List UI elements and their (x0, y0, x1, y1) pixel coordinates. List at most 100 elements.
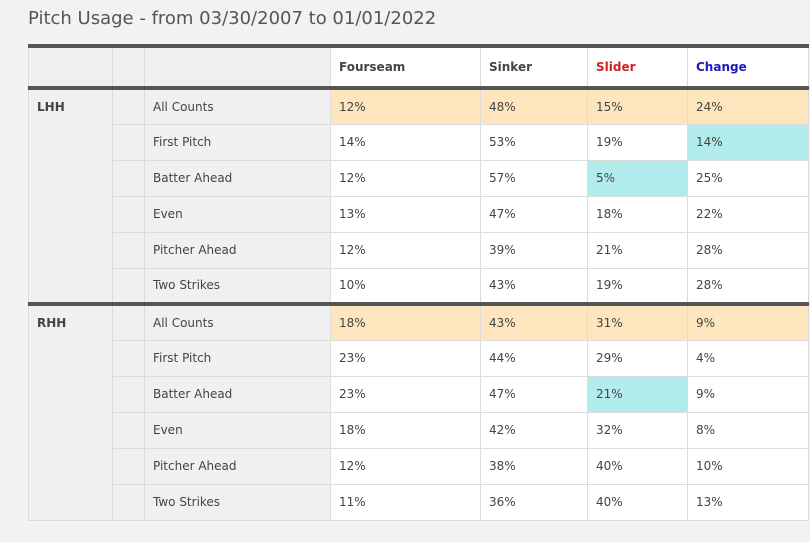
usage-cell-fourseam: 23% (330, 375, 481, 413)
spacer-cell (112, 123, 145, 161)
usage-cell-change: 28% (687, 231, 809, 269)
header-row: Fourseam Sinker Slider Change (28, 45, 809, 89)
spacer-cell (112, 87, 145, 125)
usage-cell-slider: 31% (587, 303, 688, 341)
count-label: Batter Ahead (144, 159, 331, 197)
count-label: All Counts (144, 303, 331, 341)
batter-hand-label: LHH (28, 87, 113, 305)
table-row: Pitcher Ahead 12% 39% 21% 28% (29, 231, 809, 269)
table-row: First Pitch 23% 44% 29% 4% (29, 339, 809, 377)
pitch-usage-table-container: Fourseam Sinker Slider Change LHH All Cou… (28, 44, 810, 521)
usage-cell-sinker: 36% (480, 483, 588, 521)
usage-cell-slider: 40% (587, 447, 688, 485)
usage-cell-sinker: 43% (480, 303, 588, 341)
usage-cell-fourseam: 18% (330, 303, 481, 341)
spacer-cell (112, 339, 145, 377)
usage-cell-change: 13% (687, 483, 809, 521)
usage-cell-slider: 21% (587, 231, 688, 269)
header-blank-cell (144, 45, 331, 89)
header-blank-cell (112, 45, 145, 89)
usage-cell-change: 24% (687, 87, 809, 125)
usage-cell-slider: 5% (587, 159, 688, 197)
usage-cell-fourseam: 14% (330, 123, 481, 161)
table-row: Two Strikes 10% 43% 19% 28% (29, 267, 809, 305)
spacer-cell (112, 447, 145, 485)
count-label: First Pitch (144, 123, 331, 161)
group-lhh: LHH All Counts 12% 48% 15% 24% First Pitch 14% 5… (28, 87, 809, 305)
usage-cell-fourseam: 11% (330, 483, 481, 521)
usage-cell-slider: 29% (587, 339, 688, 377)
usage-cell-slider: 15% (587, 87, 688, 125)
spacer-cell (112, 159, 145, 197)
page-title: Pitch Usage - from 03/30/2007 to 01/01/2… (28, 8, 437, 29)
count-label: Two Strikes (144, 267, 331, 305)
table-header: Fourseam Sinker Slider Change (28, 45, 809, 89)
usage-cell-fourseam: 12% (330, 231, 481, 269)
usage-cell-slider: 19% (587, 267, 688, 305)
count-label: All Counts (144, 87, 331, 125)
usage-cell-change: 4% (687, 339, 809, 377)
table-row: Batter Ahead 12% 57% 5% 25% (29, 159, 809, 197)
usage-cell-fourseam: 12% (330, 447, 481, 485)
count-label: Pitcher Ahead (144, 447, 331, 485)
table-row: RHH All Counts 18% 43% 31% 9% (28, 303, 809, 521)
usage-cell-change: 10% (687, 447, 809, 485)
table-row: Batter Ahead 23% 47% 21% 9% (29, 375, 809, 413)
count-label: Pitcher Ahead (144, 231, 331, 269)
usage-cell-sinker: 48% (480, 87, 588, 125)
usage-cell-sinker: 42% (480, 411, 588, 449)
table-row: First Pitch 14% 53% 19% 14% (29, 123, 809, 161)
spacer-cell (112, 195, 145, 233)
usage-cell-fourseam: 18% (330, 411, 481, 449)
usage-cell-change: 14% (687, 123, 809, 161)
usage-cell-fourseam: 10% (330, 267, 481, 305)
usage-cell-sinker: 38% (480, 447, 588, 485)
table-row: Pitcher Ahead 12% 38% 40% 10% (29, 447, 809, 485)
count-label: Batter Ahead (144, 375, 331, 413)
pitch-usage-table: Fourseam Sinker Slider Change LHH All Cou… (28, 44, 809, 521)
usage-cell-slider: 40% (587, 483, 688, 521)
spacer-cell (112, 483, 145, 521)
count-label: Even (144, 411, 331, 449)
group-rhh: RHH All Counts 18% 43% 31% 9% First Pitch 23% 44… (28, 303, 809, 521)
column-header-slider[interactable]: Slider (587, 45, 688, 89)
count-label: First Pitch (144, 339, 331, 377)
spacer-cell (112, 267, 145, 305)
usage-cell-sinker: 44% (480, 339, 588, 377)
usage-cell-sinker: 39% (480, 231, 588, 269)
column-header-change[interactable]: Change (687, 45, 809, 89)
batter-hand-label: RHH (28, 303, 113, 521)
spacer-cell (112, 231, 145, 269)
usage-cell-change: 9% (687, 303, 809, 341)
spacer-cell (112, 303, 145, 341)
usage-cell-sinker: 47% (480, 375, 588, 413)
usage-cell-change: 25% (687, 159, 809, 197)
usage-cell-slider: 21% (587, 375, 688, 413)
usage-cell-fourseam: 23% (330, 339, 481, 377)
column-header-fourseam[interactable]: Fourseam (330, 45, 481, 89)
usage-cell-sinker: 47% (480, 195, 588, 233)
count-label: Even (144, 195, 331, 233)
usage-cell-slider: 19% (587, 123, 688, 161)
usage-cell-sinker: 53% (480, 123, 588, 161)
usage-cell-fourseam: 12% (330, 87, 481, 125)
count-label: Two Strikes (144, 483, 331, 521)
usage-cell-sinker: 43% (480, 267, 588, 305)
usage-cell-change: 28% (687, 267, 809, 305)
column-header-sinker[interactable]: Sinker (480, 45, 588, 89)
usage-cell-change: 8% (687, 411, 809, 449)
spacer-cell (112, 375, 145, 413)
table-row: Two Strikes 11% 36% 40% 13% (29, 483, 809, 521)
table-row: LHH All Counts 12% 48% 15% 24% (28, 87, 809, 305)
usage-cell-slider: 18% (587, 195, 688, 233)
usage-cell-slider: 32% (587, 411, 688, 449)
usage-cell-fourseam: 13% (330, 195, 481, 233)
usage-cell-change: 9% (687, 375, 809, 413)
table-row: Even 13% 47% 18% 22% (29, 195, 809, 233)
spacer-cell (112, 411, 145, 449)
table-row: Even 18% 42% 32% 8% (29, 411, 809, 449)
usage-cell-change: 22% (687, 195, 809, 233)
usage-cell-fourseam: 12% (330, 159, 481, 197)
header-blank-cell (28, 45, 113, 89)
usage-cell-sinker: 57% (480, 159, 588, 197)
